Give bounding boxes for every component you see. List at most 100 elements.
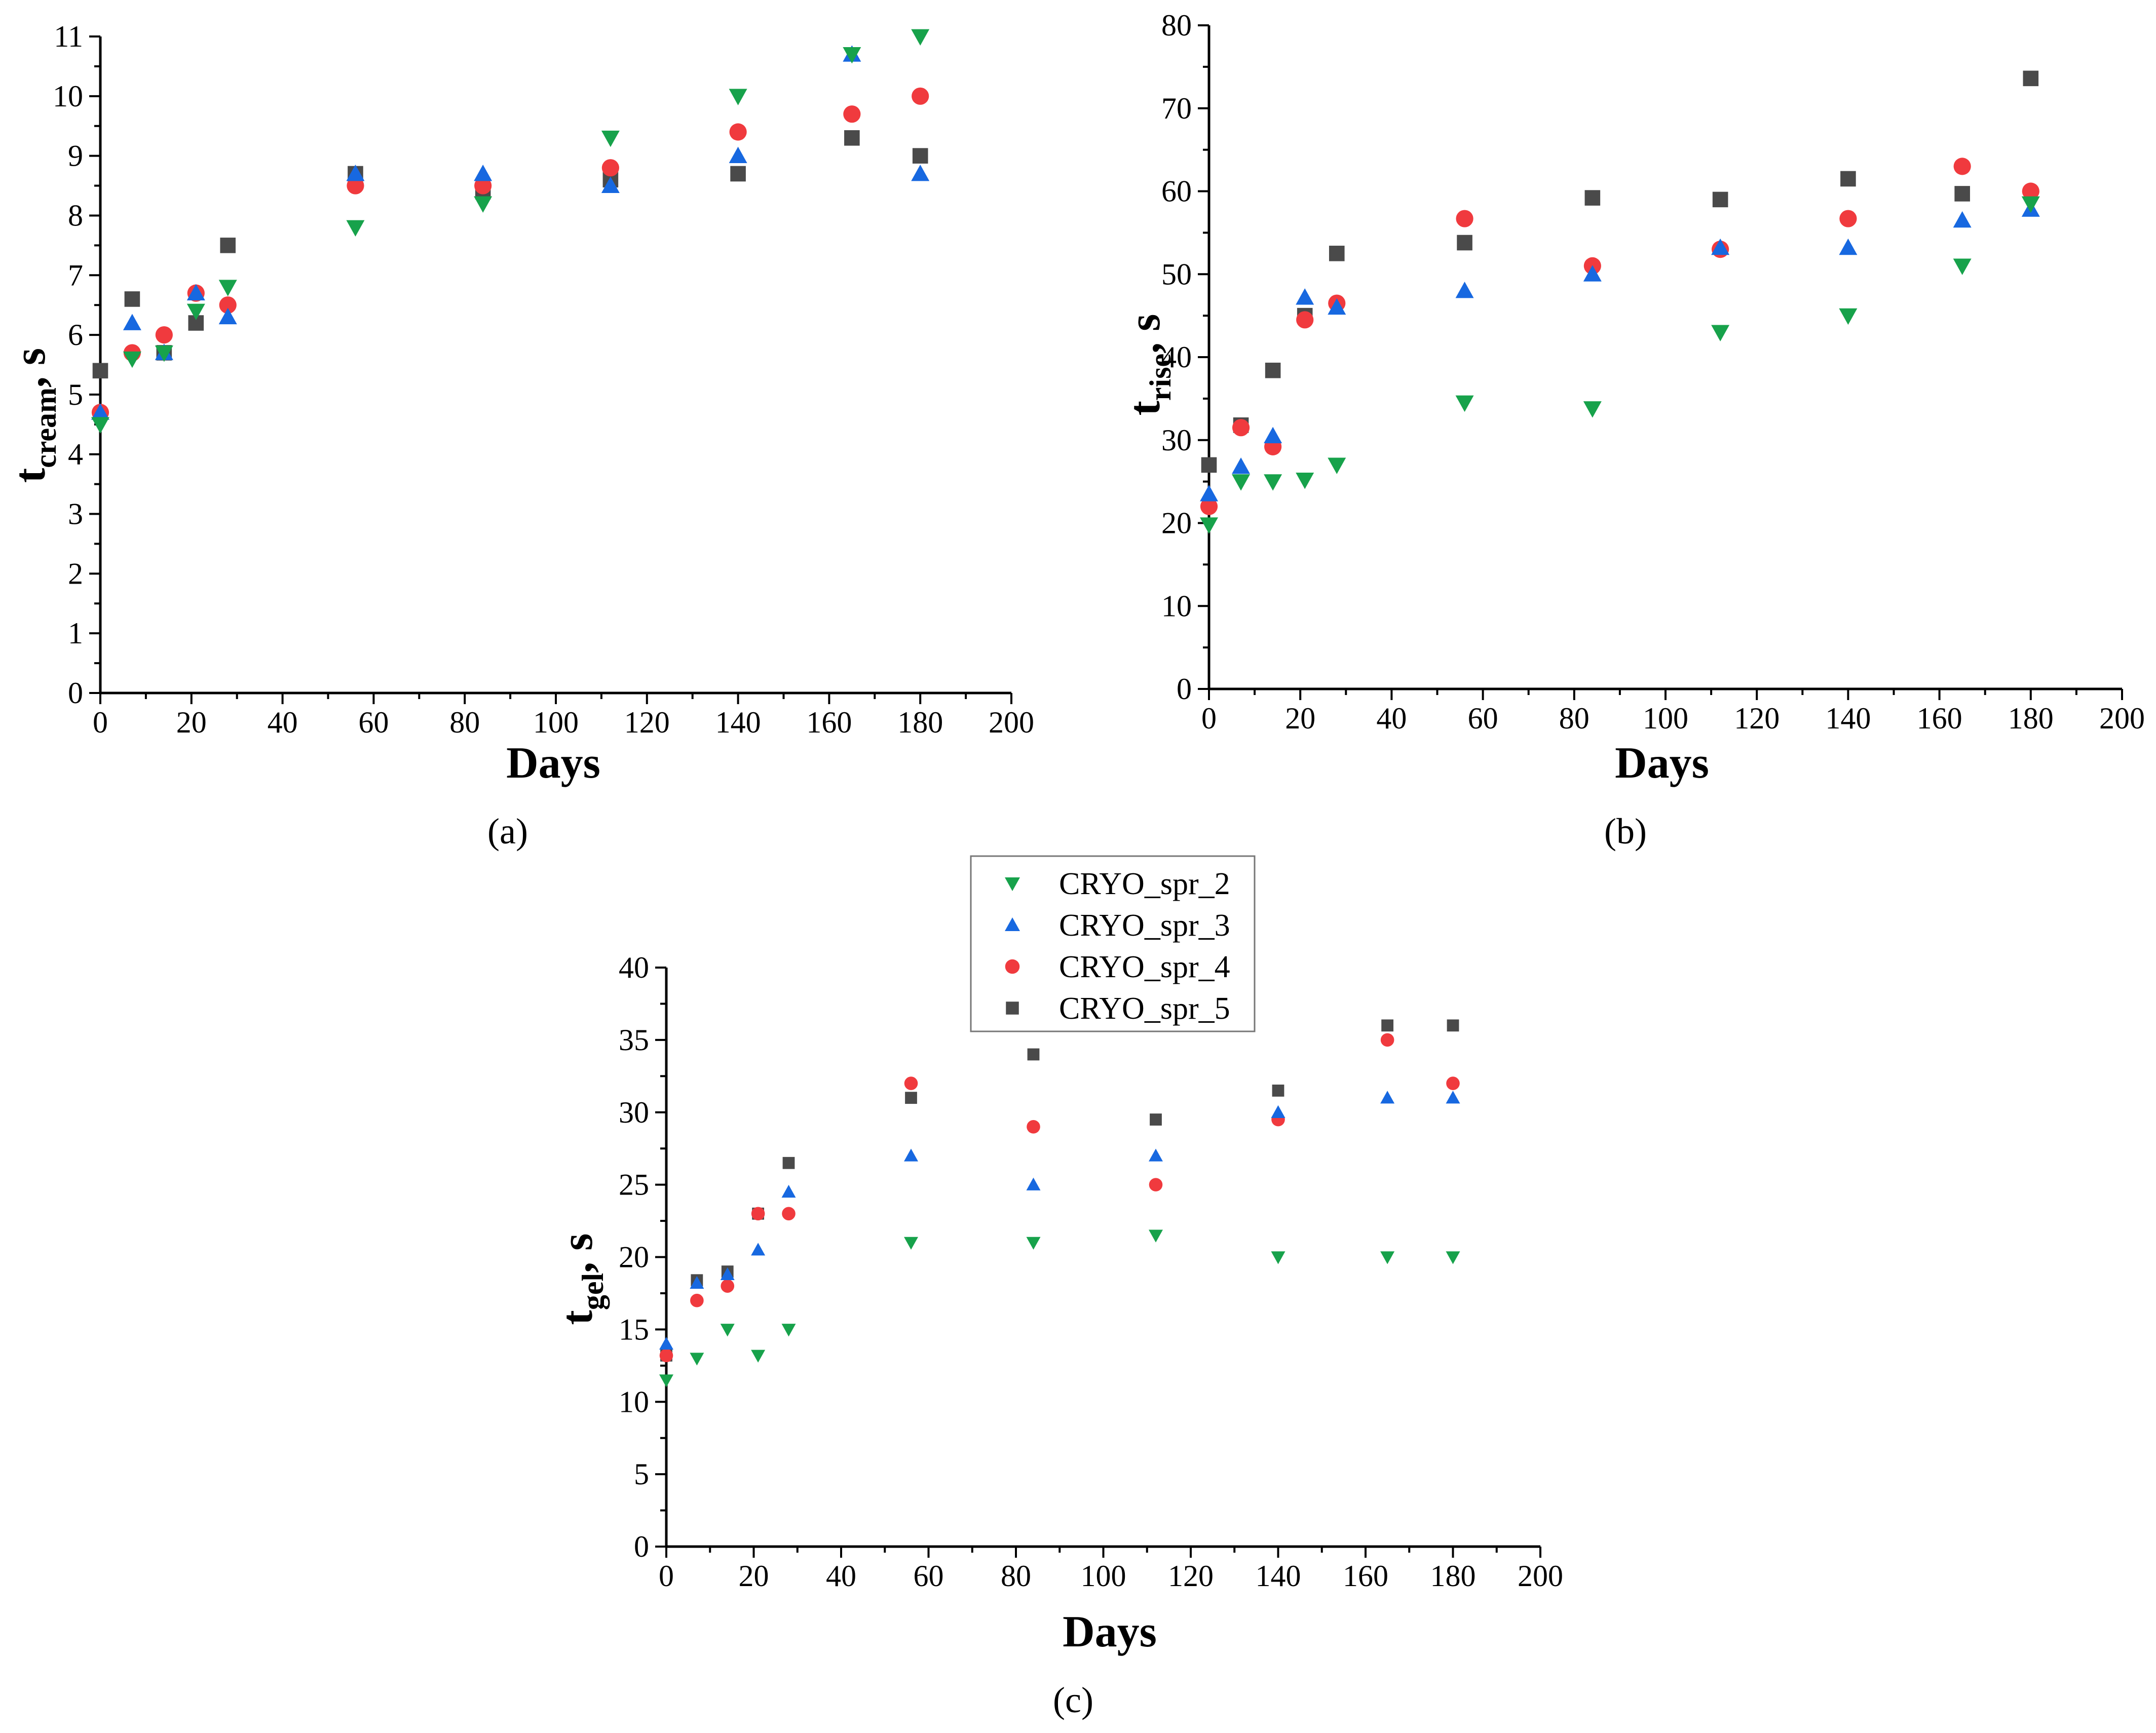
panel-c: 0 20 40 60 80 100 120 140 160 180 200 0 5 10 15 20 25 30 3… (553, 951, 1563, 1720)
data-point (1840, 171, 1856, 187)
data-point (1380, 1091, 1395, 1104)
data-point (1296, 311, 1314, 329)
x-tick-label: 100 (1643, 702, 1688, 735)
data-point (1296, 472, 1314, 489)
data-point (905, 1092, 917, 1104)
data-point (155, 326, 173, 344)
x-tick-label: 60 (1468, 702, 1498, 735)
x-tick-label: 0 (1201, 702, 1217, 735)
data-point (2023, 70, 2039, 87)
y-tick-label: 20 (1161, 507, 1192, 540)
y-tick-label: 4 (68, 438, 83, 471)
legend-label: CRYO_spr_5 (1059, 991, 1230, 1026)
y-tick-label: 40 (619, 951, 649, 984)
data-point (1232, 474, 1251, 491)
x-tick-label: 100 (533, 706, 579, 739)
x-tick-label: 20 (176, 706, 207, 739)
data-point (730, 166, 746, 182)
data-point (1712, 191, 1728, 208)
x-tick-label: 0 (659, 1559, 674, 1593)
data-point (1027, 1120, 1040, 1134)
data-point (1457, 235, 1472, 251)
data-point (1271, 1105, 1285, 1118)
data-point (220, 238, 236, 253)
y-tick-label: 25 (619, 1168, 649, 1202)
data-point (1328, 457, 1346, 474)
data-point (720, 1324, 735, 1337)
data-point (1200, 517, 1218, 534)
data-point (1839, 238, 1858, 255)
x-tick-label: 160 (1343, 1559, 1388, 1593)
data-point (1953, 258, 1972, 275)
data-point (1583, 265, 1602, 282)
y-tick-label: 2 (68, 557, 83, 590)
data-point (474, 164, 493, 181)
data-point (911, 164, 930, 181)
data-point (91, 417, 109, 434)
y-tick-label: 5 (634, 1457, 649, 1491)
x-tick-label: 0 (93, 706, 108, 739)
data-point (843, 47, 861, 64)
x-tick-label: 80 (1001, 1559, 1031, 1593)
data-point (1264, 474, 1282, 491)
data-point (601, 159, 619, 177)
data-point (1265, 362, 1281, 378)
data-point (1150, 1113, 1162, 1126)
data-point (904, 1237, 918, 1250)
data-point (1584, 190, 1601, 206)
y-tick-label: 0 (634, 1530, 649, 1563)
data-point (1200, 497, 1218, 515)
y-tick-label: 0 (1177, 672, 1192, 706)
data-point (1296, 288, 1314, 305)
data-point (346, 164, 365, 181)
data-point (346, 220, 365, 237)
data-point (1446, 1076, 1460, 1090)
data-point (1839, 308, 1858, 325)
y-axis-title: tgel, s (553, 1234, 610, 1325)
data-point (782, 1207, 796, 1221)
data-point (1447, 1019, 1459, 1032)
data-point (124, 291, 140, 307)
data-point (155, 345, 173, 362)
x-tick-label: 80 (449, 706, 480, 739)
data-point (186, 303, 205, 320)
panel-label: (b) (1604, 811, 1647, 852)
x-tick-label: 160 (806, 706, 852, 739)
y-tick-label: 10 (53, 80, 83, 113)
data-point (1839, 210, 1857, 227)
data-point (1328, 298, 1346, 315)
data-point (1200, 485, 1218, 502)
data-point (186, 284, 205, 301)
data-point (1201, 457, 1217, 473)
x-tick-label: 120 (1168, 1559, 1214, 1593)
x-axis-title: Days (1063, 1607, 1157, 1657)
legend-label: CRYO_spr_3 (1059, 908, 1230, 943)
data-point (1232, 457, 1251, 474)
data-point (1271, 1251, 1285, 1264)
x-tick-label: 180 (897, 706, 943, 739)
y-tick-label: 8 (68, 199, 83, 232)
y-tick-label: 7 (68, 258, 83, 292)
data-point (1026, 1237, 1041, 1250)
data-point (721, 1279, 735, 1293)
x-tick-label: 20 (1285, 702, 1315, 735)
y-tick-label: 6 (68, 318, 83, 352)
data-point (1380, 1033, 1394, 1047)
y-tick-label: 10 (619, 1385, 649, 1418)
y-tick-label: 0 (68, 676, 83, 710)
data-point (1149, 1148, 1163, 1162)
data-point (219, 296, 237, 314)
x-tick-label: 160 (1917, 702, 1962, 735)
x-tick-label: 200 (989, 706, 1034, 739)
y-tick-label: 40 (1161, 340, 1192, 374)
data-point (1455, 282, 1474, 298)
data-point (474, 196, 493, 213)
data-point (751, 1207, 765, 1221)
data-point (781, 1324, 796, 1337)
x-tick-label: 40 (826, 1559, 856, 1593)
data-point (904, 1076, 918, 1090)
data-point (218, 280, 237, 296)
data-point (659, 1349, 673, 1363)
data-point (720, 1267, 735, 1280)
data-point (844, 130, 860, 146)
